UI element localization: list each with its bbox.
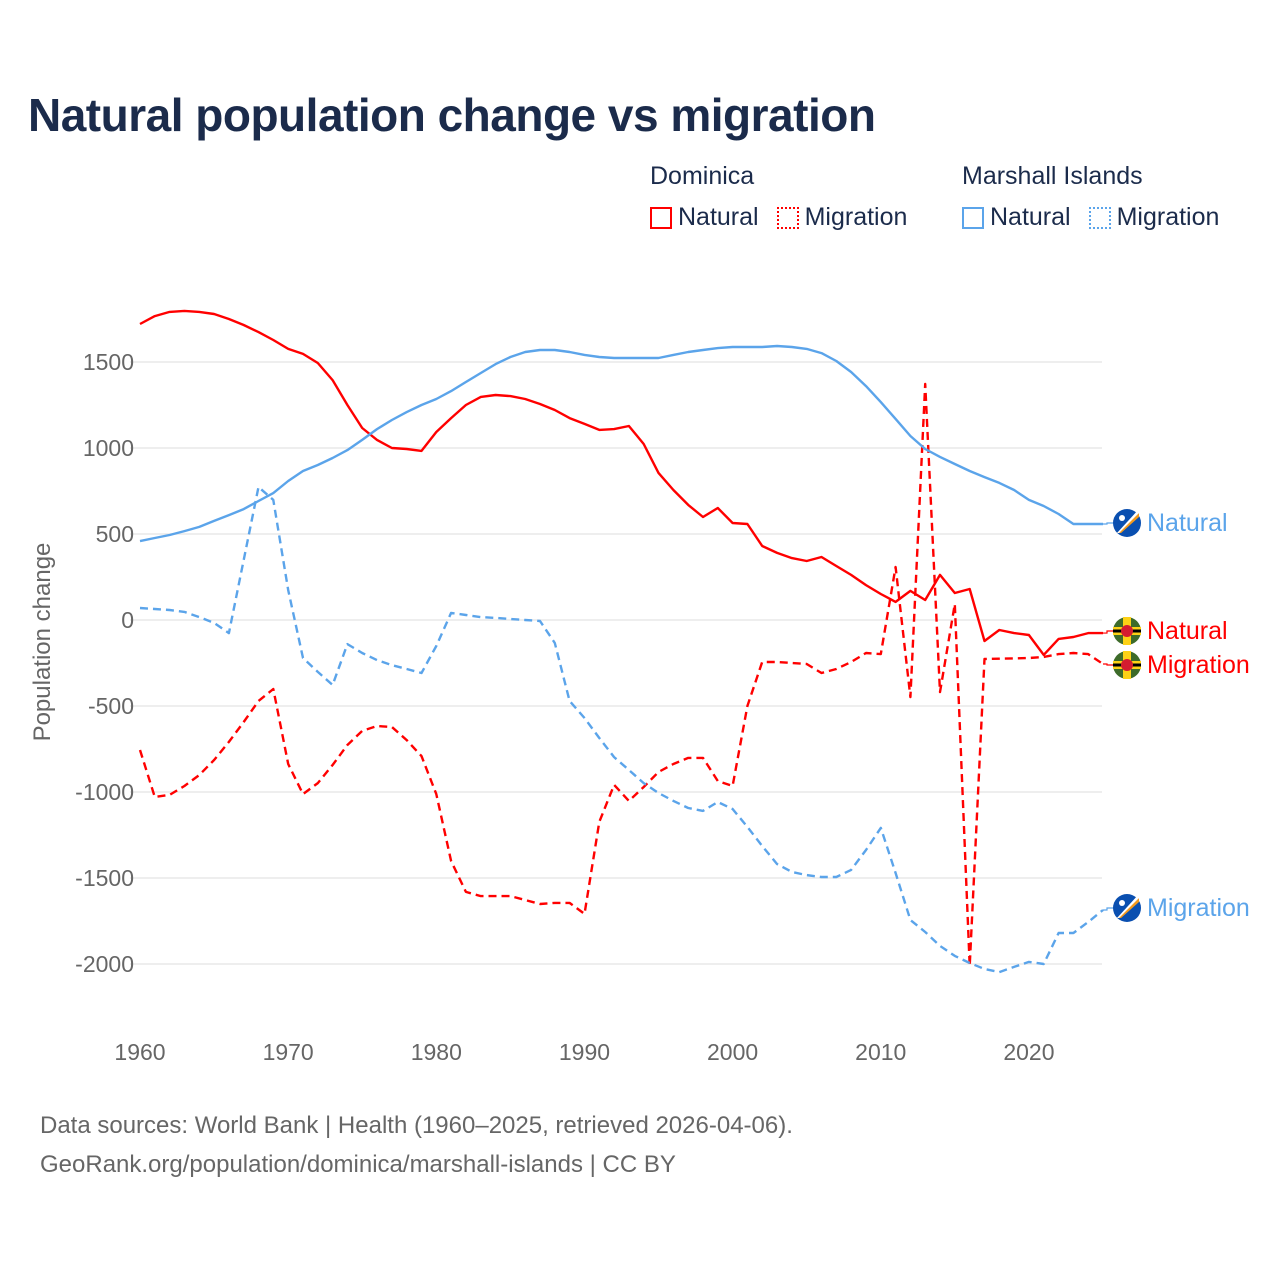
dominica-flag-icon [1113, 651, 1141, 679]
legend-group-title: Marshall Islands [962, 162, 1143, 190]
footer: Data sources: World Bank | Health (1960–… [40, 1106, 793, 1184]
legend-item-dominica-migration[interactable]: Migration [776, 203, 908, 232]
series-line-marshall-islands-migration [139, 485, 1104, 974]
end-label-dominica-migration: Migration [1147, 651, 1250, 679]
marshall-islands-flag-icon [1113, 894, 1141, 922]
x-tick-label: 2020 [1003, 1039, 1054, 1065]
end-connector [1103, 630, 1115, 634]
legend-label: Natural [678, 203, 759, 231]
end-label-marshall-islands-migration: Migration [1147, 894, 1250, 922]
legend-item-dominica-natural[interactable]: Natural [650, 203, 759, 232]
y-axis-label: Population change [29, 543, 56, 742]
chart-title: Natural population change vs migration [28, 89, 876, 141]
legend-swatch-solid [962, 206, 984, 229]
flag-stripe [1117, 509, 1139, 533]
legend-group-dominica: Dominica Natural Migration [650, 162, 907, 232]
y-tick-label: -1000 [75, 779, 134, 805]
y-tick-label: 0 [121, 607, 134, 633]
source-link[interactable]: GeoRank.org/population/dominica/marshall… [40, 1151, 676, 1178]
x-tick-label: 2010 [855, 1039, 906, 1065]
flag-disk [1121, 625, 1133, 637]
legend-label: Natural [990, 203, 1071, 231]
y-tick-label: 500 [96, 521, 134, 547]
series-line-marshall-islands-natural [139, 344, 1103, 543]
data-source-note: Data sources: World Bank | Health (1960–… [40, 1112, 793, 1139]
x-tick-label: 1980 [411, 1039, 462, 1065]
legend-item-marshall-migration[interactable]: Migration [1088, 203, 1220, 232]
legend-group-marshall-islands: Marshall Islands Natural Migration [962, 162, 1219, 232]
end-label-dominica-natural: Natural [1147, 617, 1228, 645]
x-tick-label: 1990 [559, 1039, 610, 1065]
legend-label: Migration [804, 203, 908, 231]
legend-item-marshall-natural[interactable]: Natural [962, 203, 1071, 232]
legend-label: Migration [1116, 203, 1220, 231]
series-line-dominica-migration [138, 382, 1104, 968]
legend-swatch-dotted [776, 206, 799, 229]
x-tick-label: 1970 [263, 1039, 314, 1065]
x-tick-label: 1960 [114, 1039, 165, 1065]
y-tick-label: -2000 [75, 951, 134, 977]
dominica-flag-icon [1113, 617, 1141, 645]
series-line-dominica-natural [139, 309, 1103, 657]
flag-star [1119, 515, 1125, 521]
end-connector [1103, 907, 1115, 911]
marshall-islands-flag-icon [1113, 509, 1141, 537]
y-tick-label: -1500 [75, 865, 134, 891]
flag-stripe [1117, 894, 1139, 918]
flag-star [1119, 900, 1125, 906]
end-label-marshall-islands-natural: Natural [1147, 509, 1228, 537]
legend-group-title: Dominica [650, 162, 755, 190]
legend-swatch-dotted [1088, 206, 1111, 229]
legend-swatch-solid [650, 206, 672, 229]
y-tick-label: 1500 [83, 349, 134, 375]
end-connector [1103, 663, 1115, 666]
flag-disk [1121, 659, 1133, 671]
end-connector [1103, 522, 1115, 525]
y-tick-label: 1000 [83, 435, 134, 461]
y-tick-label: -500 [88, 693, 134, 719]
x-tick-label: 2000 [707, 1039, 758, 1065]
